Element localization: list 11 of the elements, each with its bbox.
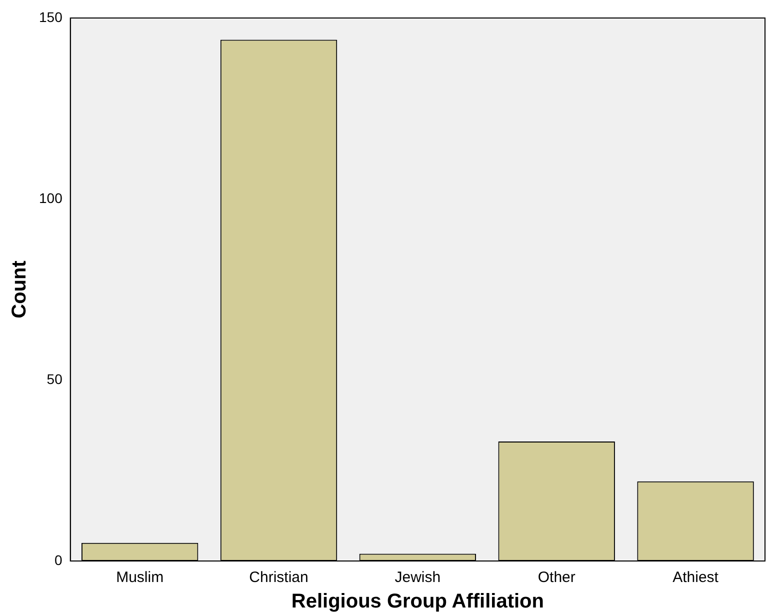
x-tick-label: Jewish — [394, 569, 441, 586]
x-tick-label: Other — [538, 569, 576, 586]
y-tick-label: 150 — [39, 8, 63, 25]
x-axis-title: Religious Group Affiliation — [291, 590, 544, 613]
y-axis-title: Count — [8, 260, 31, 318]
x-tick-label: Christian — [249, 569, 308, 586]
y-tick-label: 100 — [39, 190, 63, 206]
y-tick-label: 50 — [46, 370, 63, 387]
x-tick-label: Athiest — [672, 569, 720, 586]
y-tick-label: 0 — [54, 552, 63, 568]
x-tick-label: Muslim — [116, 569, 164, 586]
